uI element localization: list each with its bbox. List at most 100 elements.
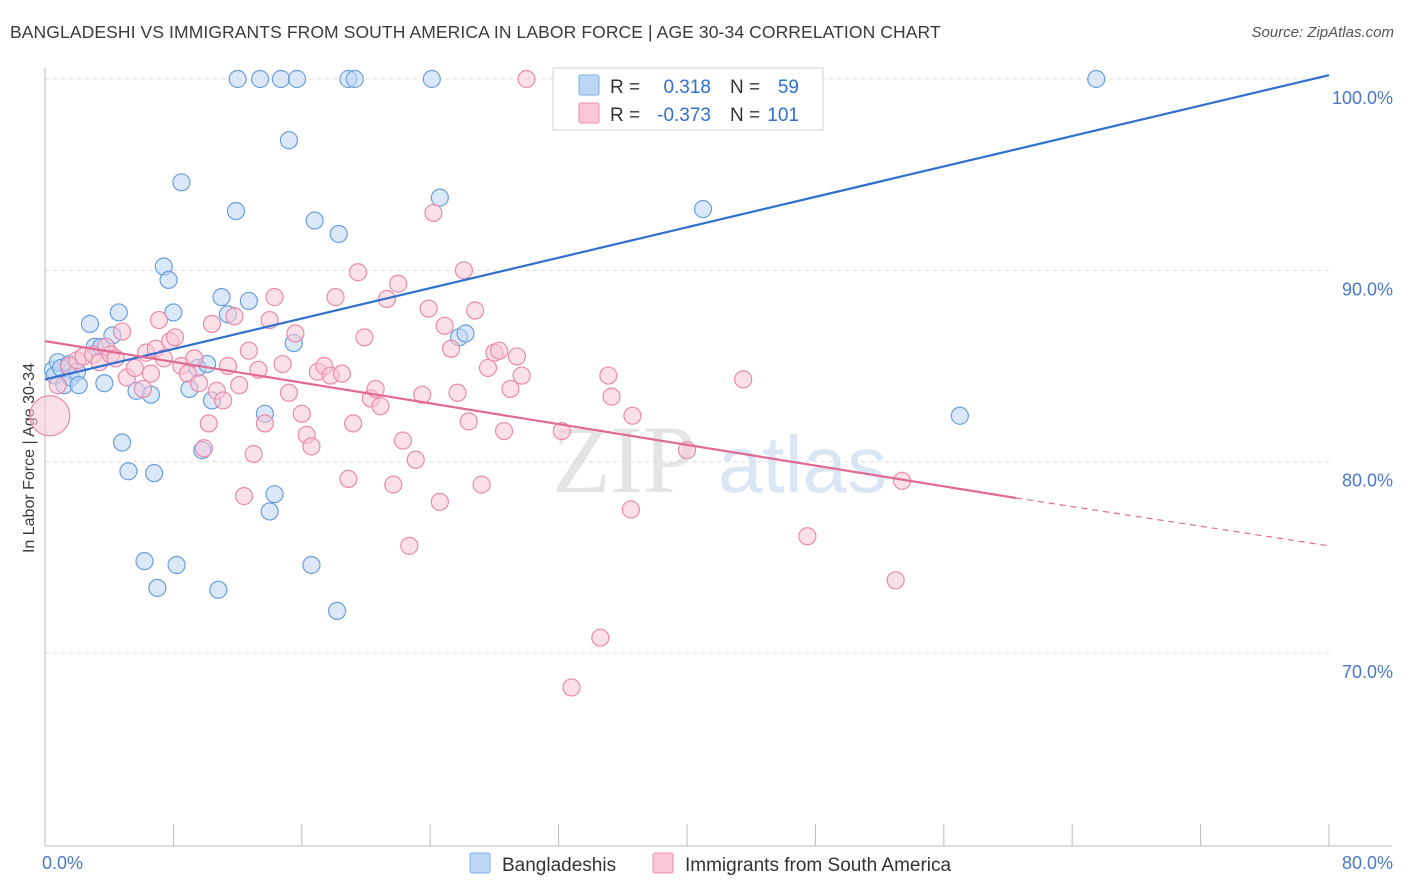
point-immigrants-61: [393, 431, 413, 450]
point-immigrants-0: [29, 395, 71, 437]
point-bangladeshis-40: [260, 502, 279, 521]
point-immigrants-64: [413, 385, 432, 404]
legend-r-label-1: R =: [610, 105, 640, 126]
point-immigrants-33: [234, 487, 254, 506]
point-immigrants-92: [798, 527, 817, 546]
point-bangladeshis-12: [95, 374, 114, 393]
point-immigrants-34: [239, 341, 258, 360]
point-immigrants-35: [244, 444, 263, 464]
point-bangladeshis-51: [345, 69, 364, 89]
legend-r-value-0: 0.318: [663, 77, 711, 98]
point-bangladeshis-45: [287, 69, 307, 89]
point-immigrants-87: [602, 387, 621, 406]
legend-n-value-0: 59: [778, 77, 799, 98]
point-immigrants-73: [466, 301, 485, 320]
point-bangladeshis-41: [265, 485, 284, 504]
point-immigrants-52: [344, 414, 363, 433]
series-legend-label-bangladeshis: Bangladeshis: [502, 855, 616, 876]
point-immigrants-12: [125, 358, 144, 378]
point-immigrants-32: [230, 376, 249, 395]
point-immigrants-63: [406, 450, 425, 469]
point-bangladeshis-8: [69, 376, 88, 395]
trend-lines: [44, 74, 1330, 547]
point-immigrants-91: [734, 370, 753, 389]
point-bangladeshis-42: [271, 69, 291, 89]
point-immigrants-75: [478, 358, 498, 378]
point-bangladeshis-9: [80, 314, 100, 334]
series-legend: Bangladeshis Immigrants from South Ameri…: [469, 852, 952, 876]
correlation-legend: R = 0.318 N = 59 R = -0.373 N = 101: [552, 67, 824, 131]
point-immigrants-86: [599, 366, 618, 385]
legend-r-value-1: -0.373: [657, 105, 711, 126]
point-immigrants-79: [501, 379, 520, 399]
point-immigrants-20: [165, 328, 185, 347]
point-immigrants-40: [273, 354, 292, 374]
point-bangladeshis-46: [302, 555, 321, 575]
point-immigrants-70: [448, 383, 467, 402]
point-immigrants-13: [133, 379, 153, 399]
point-immigrants-24: [189, 374, 209, 393]
legend-swatch-immigrants: [578, 102, 600, 124]
watermark: ZIP atlas: [552, 406, 887, 513]
point-bangladeshis-18: [135, 552, 154, 571]
x-tick-labels: 0.0% 80.0%: [42, 853, 1393, 873]
point-bangladeshis-20: [145, 464, 164, 483]
legend-n-label-1: N =: [730, 105, 760, 126]
point-bangladeshis-48: [328, 601, 347, 621]
point-bangladeshis-52: [422, 69, 441, 89]
point-bangladeshis-37: [239, 291, 258, 311]
point-bangladeshis-26: [172, 173, 191, 192]
point-immigrants-59: [384, 475, 403, 494]
point-immigrants-88: [621, 500, 640, 519]
point-bangladeshis-21: [148, 578, 167, 598]
point-immigrants-71: [454, 261, 474, 280]
grid-lines: [45, 78, 1329, 654]
legend-n-value-1: 101: [767, 105, 799, 126]
trend-line-immigrants: [44, 340, 1017, 500]
legend-n-label-0: N =: [730, 77, 760, 98]
point-immigrants-25: [194, 439, 213, 458]
y-tick-labels: 70.0% 80.0% 90.0% 100.0%: [1332, 88, 1393, 682]
point-immigrants-60: [389, 274, 408, 293]
point-bangladeshis-43: [279, 131, 299, 150]
legend-r-label-0: R =: [610, 77, 640, 98]
trend-line-extension-immigrants: [1015, 497, 1330, 547]
point-immigrants-65: [419, 299, 438, 318]
point-bangladeshis-38: [250, 69, 270, 89]
x-tick-label-1: 80.0%: [1342, 853, 1393, 873]
point-immigrants-69: [441, 339, 461, 358]
legend-swatch-bangladeshis: [578, 74, 600, 96]
point-bangladeshis-14: [109, 303, 128, 322]
point-immigrants-1: [48, 376, 67, 395]
point-immigrants-17: [149, 310, 169, 330]
y-tick-label-0: 70.0%: [1342, 662, 1393, 682]
point-immigrants-74: [472, 475, 491, 494]
source-credit: Source: ZipAtlas.com: [1251, 24, 1394, 41]
point-immigrants-81: [512, 366, 531, 385]
point-immigrants-84: [562, 678, 581, 697]
point-immigrants-39: [265, 288, 284, 307]
point-immigrants-51: [339, 469, 358, 488]
point-bangladeshis-57: [950, 406, 969, 425]
scatter-points: [29, 69, 1106, 697]
point-immigrants-50: [332, 364, 352, 383]
point-immigrants-41: [279, 383, 299, 402]
point-immigrants-29: [214, 391, 233, 410]
point-immigrants-31: [225, 307, 244, 326]
point-bangladeshis-16: [119, 462, 138, 481]
point-bangladeshis-35: [226, 201, 246, 221]
point-bangladeshis-15: [112, 433, 132, 452]
watermark-zip: ZIP: [552, 406, 696, 513]
series-legend-label-immigrants: Immigrants from South America: [685, 855, 952, 876]
point-immigrants-57: [371, 397, 390, 416]
point-immigrants-80: [507, 347, 526, 366]
point-bangladeshis-25: [167, 555, 186, 575]
point-immigrants-43: [292, 404, 311, 423]
point-bangladeshis-56: [693, 200, 713, 219]
point-immigrants-83: [552, 421, 571, 441]
point-bangladeshis-23: [159, 270, 178, 289]
point-immigrants-42: [286, 324, 305, 343]
point-immigrants-54: [355, 328, 374, 347]
point-bangladeshis-49: [329, 224, 348, 244]
